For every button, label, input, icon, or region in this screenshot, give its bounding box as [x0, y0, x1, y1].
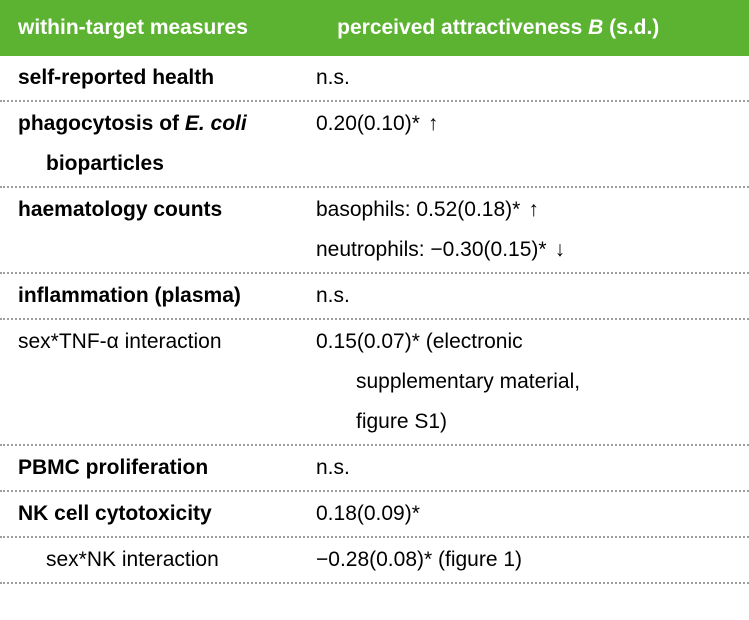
table-line: self-reported health n.s.	[0, 56, 749, 100]
measure-cell: PBMC proliferation	[18, 456, 316, 480]
measure-cell: self-reported health	[18, 66, 316, 90]
measure-text: haematology counts	[18, 198, 222, 221]
value-cell: n.s.	[316, 284, 731, 308]
table-line: sex*TNF-α interaction 0.15(0.07)* (electr…	[0, 320, 749, 364]
header-col-value: perceived attractiveness B (s.d.)	[319, 0, 749, 56]
value-cell: n.s.	[316, 456, 731, 480]
header-col2-suffix: (s.d.)	[603, 16, 659, 39]
table-body-row: self-reported healthn.s.phagocytosis of …	[0, 56, 749, 584]
table-line: bioparticles	[0, 146, 749, 186]
table-row: NK cell cytotoxicity 0.18(0.09)*	[0, 492, 749, 538]
table-row: phagocytosis of E. coli0.20(0.10)*↑biopa…	[0, 102, 749, 188]
value-text: 0.15(0.07)* (electronic	[316, 330, 523, 353]
value-text: basophils: 0.52(0.18)*	[316, 198, 520, 221]
value-text: 0.18(0.09)*	[316, 502, 420, 525]
value-text: n.s.	[316, 456, 350, 479]
table-header-row: within-target measures perceived attract…	[0, 0, 749, 56]
table-row: sex*NK interaction −0.28(0.08)* (figure 1…	[0, 538, 749, 584]
header-col2-prefix: perceived attractiveness	[337, 16, 588, 39]
measure-cell: inflammation (plasma)	[18, 284, 316, 308]
value-cell: n.s.	[316, 66, 731, 90]
value-text: supplementary material,	[316, 370, 580, 394]
table-line: supplementary material,	[0, 364, 749, 404]
measure-cell: NK cell cytotoxicity	[18, 502, 316, 526]
value-text: n.s.	[316, 66, 350, 89]
table-line: neutrophils: −0.30(0.15)* ↓	[0, 232, 749, 272]
measure-cell: phagocytosis of E. coli	[18, 112, 316, 136]
measure-cell: sex*TNF-α interaction	[18, 330, 316, 354]
header-col2-var: B	[588, 16, 603, 39]
value-cell: 0.20(0.10)* ↑	[316, 112, 731, 136]
measure-text: sex*TNF-α interaction	[18, 330, 222, 353]
measure-em: E. coli	[185, 112, 247, 135]
measure-cell: bioparticles	[18, 152, 316, 176]
value-cell: basophils: 0.52(0.18)* ↑	[316, 198, 731, 222]
measure-cell: haematology counts	[18, 198, 316, 222]
table-line: NK cell cytotoxicity 0.18(0.09)*	[0, 492, 749, 536]
measure-cell: sex*NK interaction	[18, 548, 316, 572]
table-line: phagocytosis of E. coli0.20(0.10)*↑	[0, 102, 749, 146]
measure-text: phagocytosis of	[18, 112, 185, 135]
measure-text: PBMC proliferation	[18, 456, 208, 479]
table-row: inflammation (plasma) n.s.	[0, 274, 749, 320]
value-cell: 0.15(0.07)* (electronic	[316, 330, 731, 354]
measure-text: sex*NK interaction	[18, 548, 219, 572]
table-line: haematology counts basophils: 0.52(0.18)*…	[0, 188, 749, 232]
table-line: inflammation (plasma) n.s.	[0, 274, 749, 318]
arrow-up-icon: ↑	[528, 198, 539, 222]
table-line: figure S1)	[0, 404, 749, 444]
measure-text: NK cell cytotoxicity	[18, 502, 212, 525]
value-cell: 0.18(0.09)*	[316, 502, 731, 526]
value-cell: figure S1)	[316, 410, 731, 434]
header-col-measures: within-target measures	[0, 0, 319, 56]
measure-text: inflammation (plasma)	[18, 284, 241, 307]
value-cell: neutrophils: −0.30(0.15)* ↓	[316, 238, 731, 262]
value-cell: −0.28(0.08)* (figure 1)	[316, 548, 731, 572]
arrow-down-icon: ↓	[555, 238, 566, 262]
table-row: sex*TNF-α interaction 0.15(0.07)* (electr…	[0, 320, 749, 446]
value-cell: supplementary material,	[316, 370, 731, 394]
measure-text: bioparticles	[18, 152, 164, 176]
table-row: PBMC proliferation n.s.	[0, 446, 749, 492]
value-text: neutrophils: −0.30(0.15)*	[316, 238, 547, 261]
table-line: sex*NK interaction −0.28(0.08)* (figure 1…	[0, 538, 749, 582]
table-row: haematology counts basophils: 0.52(0.18)*…	[0, 188, 749, 274]
value-text: −0.28(0.08)* (figure 1)	[316, 548, 522, 571]
rows-container: self-reported healthn.s.phagocytosis of …	[0, 56, 749, 584]
value-text: 0.20(0.10)*	[316, 112, 420, 135]
table-row: self-reported health n.s.	[0, 56, 749, 102]
measure-text: self-reported health	[18, 66, 214, 89]
value-text: figure S1)	[316, 410, 447, 434]
table-line: PBMC proliferation n.s.	[0, 446, 749, 490]
value-text: n.s.	[316, 284, 350, 307]
results-table: within-target measures perceived attract…	[0, 0, 749, 584]
arrow-up-icon: ↑	[428, 112, 439, 136]
